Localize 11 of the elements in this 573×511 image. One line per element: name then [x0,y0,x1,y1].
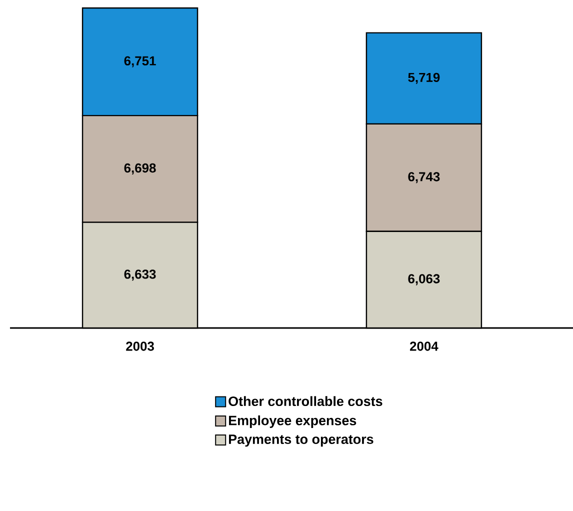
data-label: 6,063 [408,274,440,286]
data-label: 6,633 [124,270,156,281]
legend-label: Other controllable costs [228,396,382,406]
legend-label: Employee expenses [229,415,356,428]
x-tick-label: 2004 [410,342,438,351]
data-label: 6,743 [408,172,440,184]
data-label: 6,698 [124,163,156,174]
x-tick-label: 2003 [126,342,154,351]
legend-label: Payments to operators [229,434,374,447]
data-label: 6,751 [124,56,156,68]
data-label: 5,719 [408,72,440,84]
